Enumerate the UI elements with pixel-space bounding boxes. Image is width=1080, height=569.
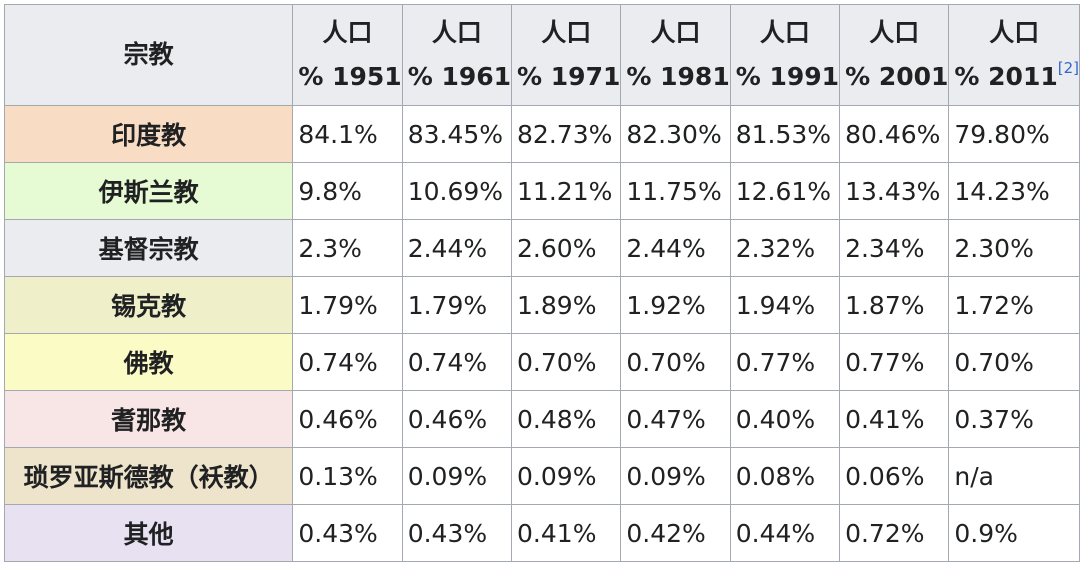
population-percent-cell: 2.30% [948,219,1080,277]
population-percent-cell: 1.89% [511,276,622,334]
reference-superscript: [2] [1058,59,1079,77]
table-row: 伊斯兰教 9.8% 10.69% 11.21% 11.75% 12.61% 13.43% 14… [3,162,1080,220]
population-percent-cell: 82.73% [511,105,622,163]
population-percent-cell: 1.72% [948,276,1080,334]
header-population-label: 人口 [541,18,592,47]
religion-name-cell: 伊斯兰教 [3,162,294,220]
population-percent-cell: 0.41% [511,504,622,562]
population-percent-cell: 2.44% [401,219,513,277]
header-year-label: % 2001 [845,62,949,91]
population-percent-cell: 2.44% [620,219,731,277]
population-percent-cell: 0.09% [401,447,513,505]
population-percent-cell: 2.34% [839,219,950,277]
population-percent-cell: 83.45% [401,105,513,163]
population-percent-cell: 79.80% [948,105,1080,163]
header-population-label: 人口 [650,18,701,47]
population-percent-cell: 13.43% [839,162,950,220]
population-percent-cell: 10.69% [401,162,513,220]
population-percent-cell: 0.70% [511,333,622,391]
population-percent-cell: 0.74% [401,333,513,391]
population-1961-header: 人口 % 1961 [401,4,513,106]
table-row: 印度教 84.1% 83.45% 82.73% 82.30% 81.53% 80.46% 79… [3,105,1080,163]
population-percent-cell: 11.21% [511,162,622,220]
population-percent-cell: 0.13% [292,447,403,505]
population-percent-cell: 81.53% [729,105,841,163]
reference-link[interactable]: [2] [1057,59,1079,77]
population-percent-cell: 1.94% [729,276,841,334]
religion-name-cell: 其他 [3,504,294,562]
population-percent-cell: n/a [948,447,1080,505]
table-row: 其他 0.43% 0.43% 0.41% 0.42% 0.44% 0.72% 0.9% [3,504,1080,562]
population-percent-cell: 0.46% [292,390,403,448]
header-year-label: % 2011 [954,62,1058,91]
population-percent-cell: 0.42% [620,504,731,562]
population-percent-cell: 1.87% [839,276,950,334]
population-percent-cell: 0.43% [292,504,403,562]
header-year-label: % 1991 [735,62,840,91]
religion-name-cell: 印度教 [3,105,294,163]
header-year-label: % 1971 [517,62,621,91]
population-percent-cell: 1.79% [292,276,403,334]
population-1951-header: 人口 % 1951 [292,4,403,106]
population-1971-header: 人口 % 1971 [511,4,622,106]
population-percent-cell: 0.06% [839,447,950,505]
header-population-label: 人口 [869,18,920,47]
table-row: 耆那教 0.46% 0.46% 0.48% 0.47% 0.40% 0.41% 0.37% [3,390,1080,448]
population-percent-cell: 0.72% [839,504,950,562]
population-1991-header: 人口 % 1991 [729,4,841,106]
religion-name-cell: 锡克教 [3,276,294,334]
population-2001-header: 人口 % 2001 [839,4,950,106]
population-percent-cell: 0.40% [729,390,841,448]
population-percent-cell: 14.23% [948,162,1080,220]
population-percent-cell: 0.47% [620,390,731,448]
religion-name-cell: 佛教 [3,333,294,391]
religion-name-cell: 基督宗教 [3,219,294,277]
population-percent-cell: 0.41% [839,390,950,448]
population-percent-cell: 11.75% [620,162,731,220]
table-header-row: 宗教 人口 % 1951 人口 % 1961 人口 % 1971 人口 % 19… [3,4,1080,106]
population-percent-cell: 0.09% [511,447,622,505]
population-percent-cell: 0.09% [620,447,731,505]
religion-population-table: 宗教 人口 % 1951 人口 % 1961 人口 % 1971 人口 % 19… [3,4,1080,562]
header-year-label: % 1981 [626,62,730,91]
religion-name-cell: 琐罗亚斯德教（袄教） [3,447,294,505]
population-percent-cell: 0.9% [948,504,1080,562]
population-1981-header: 人口 % 1981 [620,4,731,106]
population-2011-header: 人口 % 2011[2] [948,4,1080,106]
population-percent-cell: 1.79% [401,276,513,334]
population-percent-cell: 2.60% [511,219,622,277]
table-row: 琐罗亚斯德教（袄教） 0.13% 0.09% 0.09% 0.09% 0.08% 0.06%… [3,447,1080,505]
table-row: 佛教 0.74% 0.74% 0.70% 0.70% 0.77% 0.77% 0.70% [3,333,1080,391]
religion-name-cell: 耆那教 [3,390,294,448]
population-percent-cell: 0.37% [948,390,1080,448]
population-percent-cell: 0.43% [401,504,513,562]
population-percent-cell: 0.44% [729,504,841,562]
header-year-label: % 1961 [407,62,512,91]
population-percent-cell: 0.46% [401,390,513,448]
population-percent-cell: 80.46% [839,105,950,163]
header-population-label: 人口 [322,18,373,47]
table-row: 锡克教 1.79% 1.79% 1.89% 1.92% 1.94% 1.87% 1.72% [3,276,1080,334]
population-percent-cell: 9.8% [292,162,403,220]
header-population-label: 人口 [431,18,482,47]
religion-column-header: 宗教 [3,4,294,106]
population-percent-cell: 84.1% [292,105,403,163]
population-percent-cell: 0.08% [729,447,841,505]
header-population-label: 人口 [759,18,810,47]
population-percent-cell: 2.3% [292,219,403,277]
population-percent-cell: 0.70% [948,333,1080,391]
header-population-label: 人口 [989,18,1040,47]
population-percent-cell: 0.48% [511,390,622,448]
table-row: 基督宗教 2.3% 2.44% 2.60% 2.44% 2.32% 2.34% 2.30% [3,219,1080,277]
population-percent-cell: 1.92% [620,276,731,334]
population-percent-cell: 0.70% [620,333,731,391]
population-percent-cell: 0.77% [729,333,841,391]
population-percent-cell: 12.61% [729,162,841,220]
population-percent-cell: 0.77% [839,333,950,391]
header-year-label: % 1951 [298,62,402,91]
population-percent-cell: 0.74% [292,333,403,391]
population-percent-cell: 2.32% [729,219,841,277]
population-percent-cell: 82.30% [620,105,731,163]
